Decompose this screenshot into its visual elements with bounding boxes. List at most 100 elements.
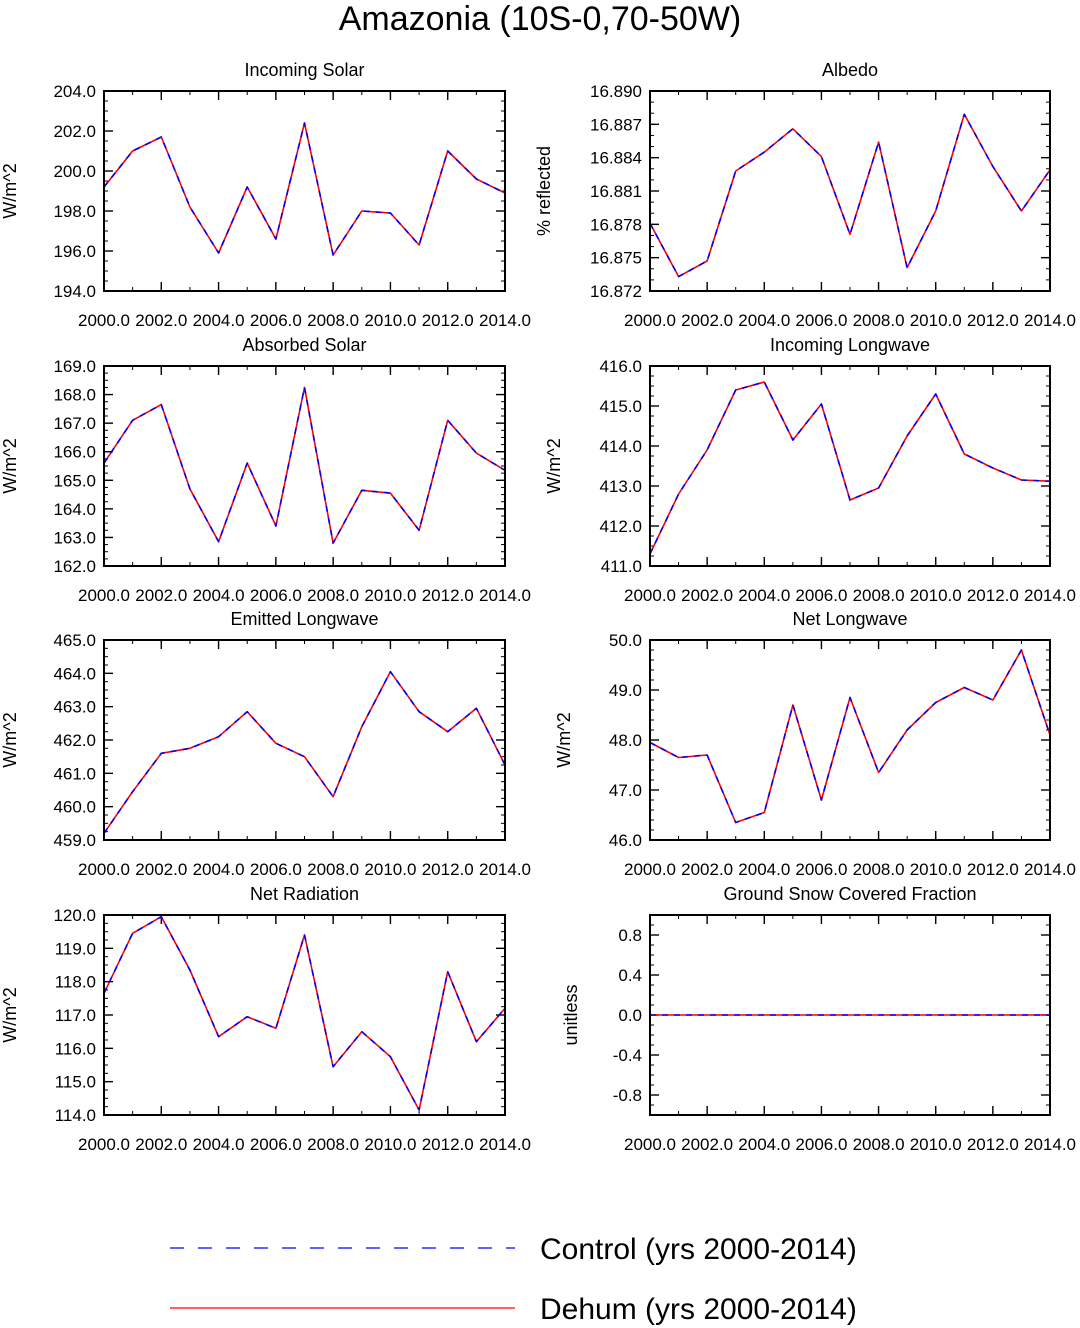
y-tick-label: 118.0	[55, 973, 96, 992]
series-line-dehum	[103, 386, 506, 544]
y-axis-label: % reflected	[534, 146, 554, 236]
x-tick-label: 2014.0	[1024, 1135, 1076, 1154]
figure-title: Amazonia (10S-0,70-50W)	[339, 0, 742, 38]
x-tick-label: 2002.0	[681, 311, 733, 330]
y-tick-label: 46.0	[609, 831, 642, 850]
y-axis-label: W/m^2	[0, 438, 20, 493]
x-tick-label: 2008.0	[853, 311, 905, 330]
x-tick-label: 2000.0	[78, 311, 130, 330]
x-tick-label: 2006.0	[795, 586, 847, 605]
series-line-dehum	[649, 649, 1051, 824]
series-line-control	[103, 670, 506, 834]
chart-panel-1: Incoming Solar W/m^2 194.0 196.0 198.0 200.0 2…	[0, 60, 531, 330]
x-tick-label: 2012.0	[967, 586, 1019, 605]
x-tick-label: 2012.0	[422, 586, 474, 605]
chart-panel-7: Net Radiation W/m^2 114.0 115.0 116.0 117.0 11…	[0, 884, 531, 1154]
x-tick-label: 2004.0	[738, 1135, 790, 1154]
x-tick-label: 2000.0	[624, 860, 676, 879]
y-tick-label: 0.8	[618, 926, 642, 945]
x-tick-label: 2010.0	[910, 311, 962, 330]
series-line-control	[649, 649, 1051, 824]
y-tick-label: 414.0	[599, 437, 642, 456]
y-tick-label: 117.0	[55, 1006, 96, 1025]
legend-dehum-label: Dehum (yrs 2000-2014)	[540, 1293, 857, 1326]
y-tick-label: 462.0	[53, 731, 96, 750]
x-tick-label: 2000.0	[78, 1135, 130, 1154]
y-axis-label: W/m^2	[0, 987, 20, 1042]
y-tick-label: 459.0	[53, 831, 96, 850]
panel-title: Incoming Solar	[244, 60, 364, 80]
plot-frame	[103, 365, 506, 567]
x-tick-label: 2000.0	[624, 311, 676, 330]
panels: Incoming Solar W/m^2 194.0 196.0 198.0 200.0 2…	[0, 60, 1076, 1154]
x-tick-label: 2000.0	[624, 1135, 676, 1154]
panel-title: Absorbed Solar	[242, 335, 366, 355]
chart-panel-4: Incoming Longwave W/m^2 411.0 412.0 413.0 414…	[544, 335, 1076, 605]
plot-frame	[103, 914, 506, 1116]
plot-frame	[103, 639, 506, 841]
x-tick-label: 2002.0	[681, 586, 733, 605]
x-tick-label: 2004.0	[738, 586, 790, 605]
y-tick-label: 16.878	[590, 215, 642, 234]
y-tick-label: 168.0	[53, 386, 96, 405]
x-tick-label: 2008.0	[853, 860, 905, 879]
y-tick-label: 463.0	[53, 698, 96, 717]
y-tick-label: -0.8	[613, 1086, 642, 1105]
y-axis-label: W/m^2	[0, 163, 20, 218]
x-tick-label: 2006.0	[250, 586, 302, 605]
x-tick-label: 2002.0	[135, 586, 187, 605]
y-tick-label: 16.887	[590, 115, 642, 134]
y-tick-label: 16.875	[590, 249, 642, 268]
chart-panel-8: Ground Snow Covered Fraction unitless -0.8…	[561, 884, 1076, 1154]
y-tick-label: -0.4	[613, 1046, 642, 1065]
x-tick-label: 2006.0	[795, 311, 847, 330]
series-line-control	[103, 386, 506, 544]
y-tick-label: 114.0	[55, 1106, 96, 1125]
y-axis-label: W/m^2	[554, 712, 574, 767]
x-tick-label: 2010.0	[910, 1135, 962, 1154]
x-tick-label: 2014.0	[1024, 311, 1076, 330]
chart-panel-2: Albedo % reflected 16.872 16.875 16.878 16.88…	[534, 60, 1076, 330]
panel-title: Emitted Longwave	[230, 609, 378, 629]
x-tick-label: 2014.0	[1024, 860, 1076, 879]
chart-panel-3: Absorbed Solar W/m^2 162.0 163.0 164.0 165.0 1…	[0, 335, 531, 605]
x-tick-label: 2010.0	[364, 1135, 416, 1154]
panel-title: Net Longwave	[792, 609, 907, 629]
x-tick-label: 2002.0	[681, 860, 733, 879]
x-tick-label: 2010.0	[910, 586, 962, 605]
y-tick-label: 465.0	[53, 631, 96, 650]
y-tick-label: 49.0	[609, 681, 642, 700]
x-tick-label: 2006.0	[250, 1135, 302, 1154]
x-tick-label: 2008.0	[307, 860, 359, 879]
x-tick-label: 2008.0	[853, 586, 905, 605]
y-tick-label: 202.0	[53, 122, 96, 141]
x-tick-label: 2012.0	[967, 1135, 1019, 1154]
y-tick-label: 166.0	[53, 443, 96, 462]
plot-frame	[649, 90, 1051, 292]
x-tick-label: 2000.0	[78, 860, 130, 879]
y-tick-label: 413.0	[599, 477, 642, 496]
series-line-control	[103, 122, 506, 256]
x-tick-label: 2006.0	[795, 1135, 847, 1154]
series-line-control	[649, 113, 1051, 278]
x-tick-label: 2004.0	[738, 311, 790, 330]
x-tick-label: 2014.0	[1024, 586, 1076, 605]
x-tick-label: 2008.0	[853, 1135, 905, 1154]
y-tick-label: 48.0	[609, 731, 642, 750]
x-tick-label: 2004.0	[193, 586, 245, 605]
y-axis-label: unitless	[561, 984, 581, 1045]
plot-frame	[649, 914, 1051, 1116]
y-tick-label: 464.0	[53, 664, 96, 683]
x-tick-label: 2002.0	[135, 1135, 187, 1154]
series-line-control	[649, 381, 1051, 555]
y-tick-label: 119.0	[55, 939, 96, 958]
x-tick-label: 2014.0	[479, 311, 531, 330]
y-axis-label: W/m^2	[544, 438, 564, 493]
y-tick-label: 47.0	[609, 781, 642, 800]
y-tick-label: 169.0	[53, 357, 96, 376]
y-tick-label: 412.0	[599, 517, 642, 536]
x-tick-label: 2000.0	[624, 586, 676, 605]
x-tick-label: 2010.0	[910, 860, 962, 879]
plot-frame	[103, 90, 506, 292]
